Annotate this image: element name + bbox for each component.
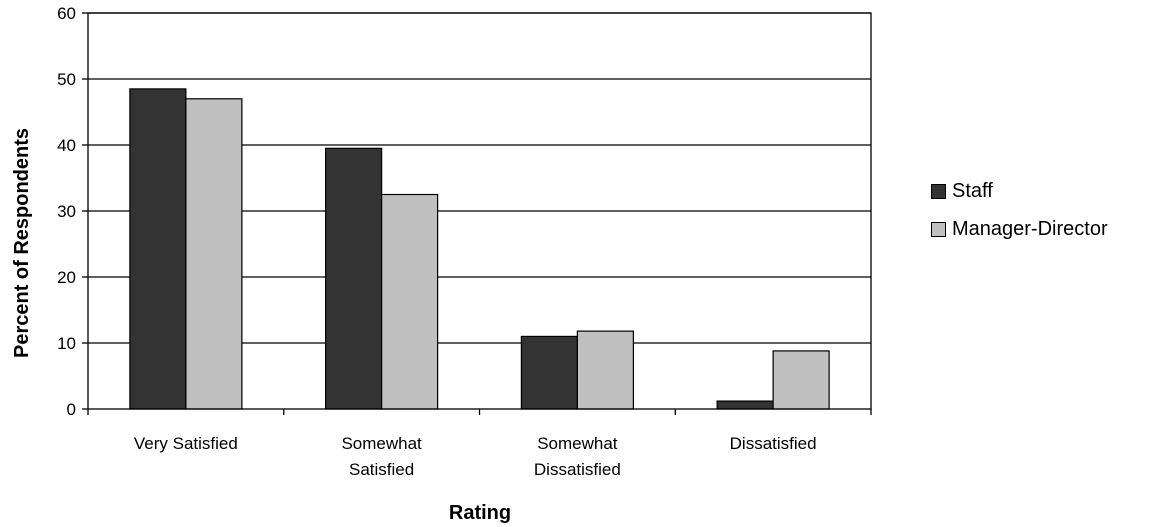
y-tick-label-60: 60 <box>57 4 76 23</box>
y-axis-label: Percent of Respondents <box>11 128 33 358</box>
y-tick-label-30: 30 <box>57 202 76 221</box>
bar-manager-director-2 <box>576 330 634 410</box>
bar-manager-director-1 <box>381 193 439 410</box>
x-tick-labels: Very Satisfied Somewhat Satisfied Somewhat D… <box>134 434 817 479</box>
y-tick-label-20: 20 <box>57 268 76 287</box>
x-tick-label-line: Somewhat <box>537 434 618 453</box>
x-tick-label-1: Somewhat Satisfied <box>341 434 422 479</box>
legend: Staff Manager-Director <box>931 176 1108 244</box>
x-tick-label-line: Dissatisfied <box>730 434 817 453</box>
y-tick-label-10: 10 <box>57 334 76 353</box>
x-tick-label-2: Somewhat Dissatisfied <box>534 434 621 479</box>
bar-staff-0 <box>129 88 187 410</box>
bar-staff-2 <box>520 335 578 410</box>
x-tick-label-3: Dissatisfied <box>730 434 817 453</box>
legend-swatch-staff <box>931 183 946 199</box>
y-tick-labels: 0 10 20 30 40 50 60 <box>57 4 76 419</box>
axes <box>82 12 872 415</box>
legend-label-manager-director: Manager-Director <box>952 217 1108 240</box>
y-tick-label-40: 40 <box>57 136 76 155</box>
x-tick-label-0: Very Satisfied <box>134 434 238 453</box>
legend-label-staff: Staff <box>952 179 993 202</box>
x-tick-label-line: Very Satisfied <box>134 434 238 453</box>
bar-staff-1 <box>325 147 383 410</box>
x-axis-label: Rating <box>449 502 511 524</box>
y-tick-label-0: 0 <box>67 400 76 419</box>
x-tick-label-line: Somewhat <box>341 434 422 453</box>
legend-swatch-manager-director <box>931 221 946 237</box>
bar-manager-director-0 <box>185 98 243 410</box>
bars <box>129 88 830 410</box>
legend-item-manager-director: Manager-Director <box>931 214 1108 244</box>
x-tick-label-line: Dissatisfied <box>534 460 621 479</box>
legend-item-staff: Staff <box>931 176 1108 206</box>
bar-staff-3 <box>716 400 774 410</box>
bar-manager-director-3 <box>772 350 830 410</box>
y-tick-label-50: 50 <box>57 70 76 89</box>
x-tick-label-line: Satisfied <box>349 460 414 479</box>
